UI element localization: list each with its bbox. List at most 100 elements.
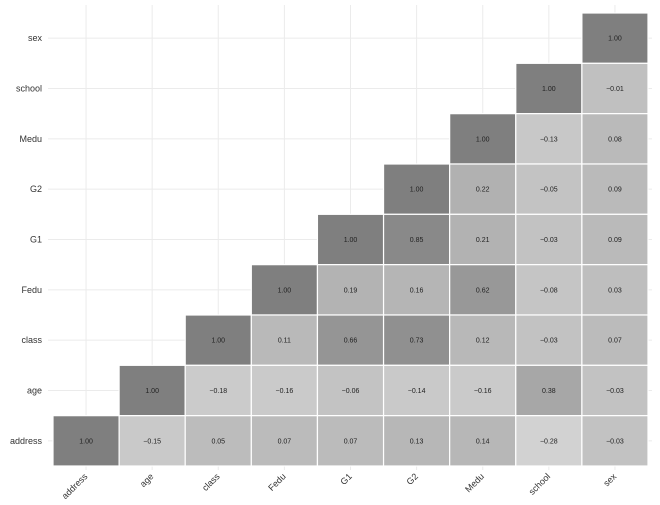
- cell-value-label: 0.16: [410, 287, 424, 294]
- cell-value-label: 0.12: [476, 338, 490, 345]
- cell-value-label: −0.28: [540, 438, 558, 445]
- heatmap-cell: [449, 213, 517, 266]
- heatmap-cell: [515, 213, 583, 266]
- heatmap-cell: [250, 415, 319, 467]
- heatmap-cell: [250, 314, 319, 366]
- cell-value-label: 0.07: [344, 438, 358, 445]
- cell-value-label: −0.15: [143, 438, 161, 445]
- cell-value-label: −0.13: [540, 136, 558, 143]
- cell-value-label: 0.09: [608, 187, 622, 194]
- y-tick-label: Medu: [19, 134, 42, 144]
- heatmap-cell: [118, 415, 186, 467]
- heatmap-cell: [515, 415, 583, 467]
- heatmap-cell: [382, 213, 451, 266]
- cell-value-label: −0.03: [540, 338, 558, 345]
- y-axis-tick-labels: sex school Medu G2 G1 Fedu class age address: [10, 33, 43, 446]
- heatmap-cell: [581, 113, 649, 165]
- cell-value-label: 1.00: [79, 438, 93, 445]
- y-tick-label: G1: [30, 235, 42, 245]
- x-tick-label: class: [200, 471, 222, 493]
- x-tick-label: school: [527, 471, 552, 496]
- heatmap-cell: [382, 415, 451, 467]
- cell-value-label: −0.18: [209, 388, 227, 395]
- cell-value-label: 1.00: [344, 237, 358, 244]
- cell-value-label: 0.13: [410, 438, 424, 445]
- cell-value-label: 0.73: [410, 338, 424, 345]
- cell-value-label: −0.05: [540, 187, 558, 194]
- heatmap-cell: [449, 314, 517, 366]
- y-tick-label: Fedu: [21, 285, 42, 295]
- heatmap-cell: [581, 12, 649, 64]
- heatmap-cell: [515, 62, 583, 115]
- heatmap-cell: [515, 364, 583, 417]
- cell-value-label: −0.03: [606, 438, 624, 445]
- cell-value-label: 0.07: [278, 438, 292, 445]
- heatmap-cell: [382, 314, 451, 366]
- heatmap-cell: [184, 314, 252, 366]
- heatmap-cell: [316, 364, 385, 417]
- cell-value-label: −0.06: [342, 388, 360, 395]
- heatmap-cells: [52, 12, 649, 467]
- heatmap-cell: [382, 264, 451, 316]
- x-tick-label: address: [60, 471, 90, 501]
- y-tick-label: school: [16, 84, 42, 94]
- y-tick-label: class: [21, 335, 42, 345]
- heatmap-cell: [581, 213, 649, 266]
- cell-value-label: 0.38: [542, 388, 556, 395]
- y-tick-label: address: [10, 436, 43, 446]
- cell-value-label: 0.09: [608, 237, 622, 244]
- x-tick-label: G2: [404, 471, 420, 487]
- cell-value-label: −0.08: [540, 287, 558, 294]
- cell-value-label: 0.85: [410, 237, 424, 244]
- cell-value-label: 0.21: [476, 237, 490, 244]
- heatmap-cell: [449, 264, 517, 316]
- cell-value-label: 0.14: [476, 438, 490, 445]
- cell-value-label: 0.08: [608, 136, 622, 143]
- heatmap-cell: [515, 314, 583, 366]
- cell-value-label: −0.16: [276, 388, 294, 395]
- heatmap-cell: [316, 314, 385, 366]
- cell-value-label: −0.14: [408, 388, 426, 395]
- heatmap-cell: [449, 163, 517, 215]
- x-tick-label: sex: [601, 471, 618, 488]
- x-axis-tick-labels: address age class Fedu G1 G2 Medu school sex: [60, 471, 619, 501]
- cell-value-label: 1.00: [410, 187, 424, 194]
- cell-value-label: 0.05: [211, 438, 225, 445]
- y-tick-label: age: [27, 386, 42, 396]
- heatmap-cell: [581, 314, 649, 366]
- heatmap-cell: [184, 415, 252, 467]
- heatmap-cell: [581, 364, 649, 417]
- cell-value-label: 0.19: [344, 287, 358, 294]
- y-tick-label: sex: [28, 33, 43, 43]
- cell-value-label: 1.00: [211, 338, 225, 345]
- cell-value-label: −0.16: [474, 388, 492, 395]
- heatmap-cell: [316, 264, 385, 316]
- heatmap-cell: [581, 62, 649, 115]
- y-tick-label: G2: [30, 184, 42, 194]
- x-tick-label: G1: [338, 471, 354, 487]
- cell-value-label: 1.00: [542, 86, 556, 93]
- cell-value-label: 0.62: [476, 287, 490, 294]
- heatmap-cell: [581, 415, 649, 467]
- cell-value-label: 0.11: [278, 338, 291, 345]
- cell-value-label: 1.00: [608, 36, 622, 43]
- heatmap-cell: [316, 415, 385, 467]
- cell-value-label: 0.07: [608, 338, 622, 345]
- x-tick-label: age: [138, 471, 156, 489]
- cell-value-label: 1.00: [476, 136, 490, 143]
- cell-value-label: 0.03: [608, 287, 622, 294]
- heatmap-cell: [250, 364, 319, 417]
- cell-labels: 1.00 1.00 −0.01 1.00 −0.13 0.08 1.00 0.22 −0.05 0…: [79, 36, 624, 446]
- x-tick-label: Fedu: [266, 471, 288, 493]
- cell-value-label: 1.00: [145, 388, 159, 395]
- cell-value-label: 0.22: [476, 187, 490, 194]
- cell-value-label: −0.03: [540, 237, 558, 244]
- cell-value-label: 0.66: [344, 338, 358, 345]
- cell-value-label: −0.03: [606, 388, 624, 395]
- x-tick-label: Medu: [463, 471, 486, 494]
- cell-value-label: 1.00: [278, 287, 292, 294]
- heatmap-cell: [581, 163, 649, 215]
- heatmap-cell: [449, 113, 517, 165]
- cell-value-label: −0.01: [606, 86, 624, 93]
